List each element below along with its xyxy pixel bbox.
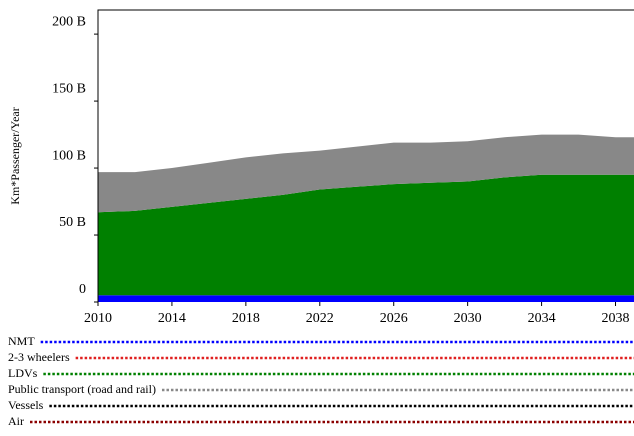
x-tick-label: 2026 [380,311,408,326]
legend-label: Vessels [8,398,44,412]
y-tick-label: 50 B [59,215,86,230]
x-tick-label: 2018 [232,311,260,326]
x-tick-label: 2022 [306,311,334,326]
area [98,174,634,296]
y-tick-label: 0 [79,282,86,297]
legend-label: Air [8,414,24,428]
y-tick-label: 200 B [52,14,86,29]
x-tick-label: 2030 [454,311,482,326]
y-axis-label: Km*Passenger/Year [8,107,22,204]
axis-frame [97,9,634,302]
legend-label: Public transport (road and rail) [8,382,156,396]
y-tick-label: 100 B [52,148,86,163]
x-tick-label: 2010 [84,311,112,326]
x-tick-label: 2014 [158,311,186,326]
legend-label: 2-3 wheelers [8,350,70,364]
y-tick-label: 150 B [52,81,86,96]
legend-label: LDVs [8,366,38,380]
x-tick-label: 2038 [602,311,630,326]
area [98,295,634,302]
area [98,134,634,213]
legend-label: NMT [8,334,35,348]
x-tick-label: 2034 [528,311,556,326]
